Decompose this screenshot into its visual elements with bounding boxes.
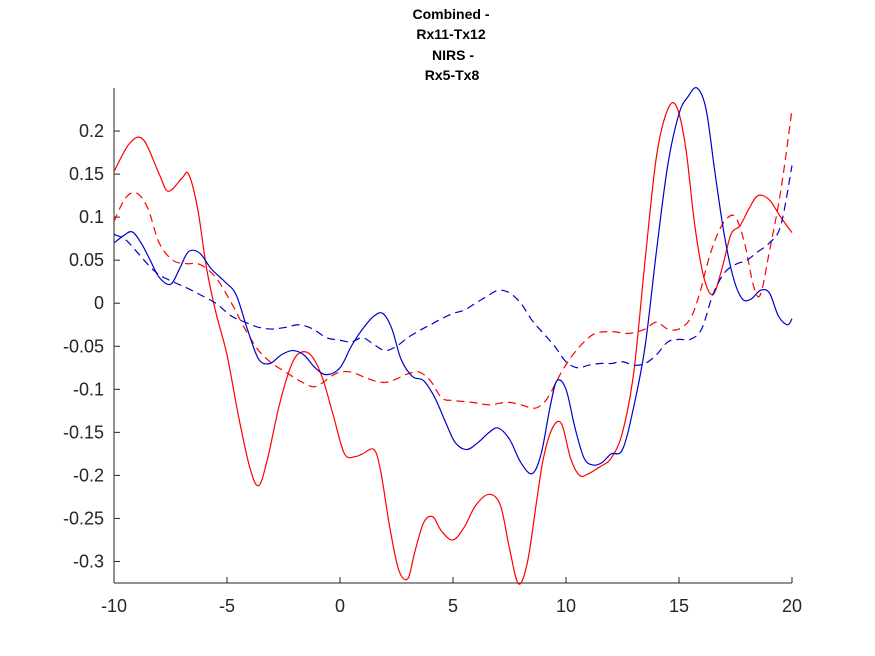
x-tick-label: 15: [669, 596, 689, 616]
x-tick-label: 5: [448, 596, 458, 616]
title-line-2: Rx11-Tx12: [416, 26, 485, 42]
y-tick-label: 0: [94, 293, 104, 313]
x-tick-label: -10: [101, 596, 127, 616]
title-line-4: Rx5-Tx8: [425, 67, 480, 83]
y-tick-label: 0.2: [79, 121, 104, 141]
y-tick-label: -0.05: [63, 336, 104, 356]
y-tick-label: 0.05: [69, 250, 104, 270]
y-tick-label: -0.3: [73, 551, 104, 571]
series-red-solid-line: [113, 102, 793, 585]
y-tick-label: -0.15: [63, 422, 104, 442]
series-blue-dashed-line: [113, 165, 793, 369]
y-tick-label: -0.1: [73, 379, 104, 399]
chart-title: Combined - Rx11-Tx12 NIRS - Rx5-Tx8: [413, 6, 490, 83]
title-line-1: Combined -: [413, 6, 490, 22]
y-tick-label: 0.1: [79, 207, 104, 227]
x-tick-label: -5: [219, 596, 235, 616]
series-red-dashed-line: [113, 109, 793, 409]
x-tick-label: 0: [335, 596, 345, 616]
y-tick-label: 0.15: [69, 164, 104, 184]
y-tick-label: -0.2: [73, 465, 104, 485]
plot-series: [113, 86, 793, 585]
x-tick-label: 10: [556, 596, 576, 616]
y-tick-label: -0.25: [63, 508, 104, 528]
y-axis-ticks: 0.2 0.15 0.1 0.05 0 -0.05 -0.1 -0.15 -0.2 -0.25 -0…: [63, 121, 120, 571]
x-tick-label: 20: [782, 596, 802, 616]
series-blue-solid-line: [113, 86, 793, 475]
title-line-3: NIRS -: [432, 47, 474, 63]
x-axis-ticks: -10 -5 0 5 10 15 20: [101, 577, 802, 616]
